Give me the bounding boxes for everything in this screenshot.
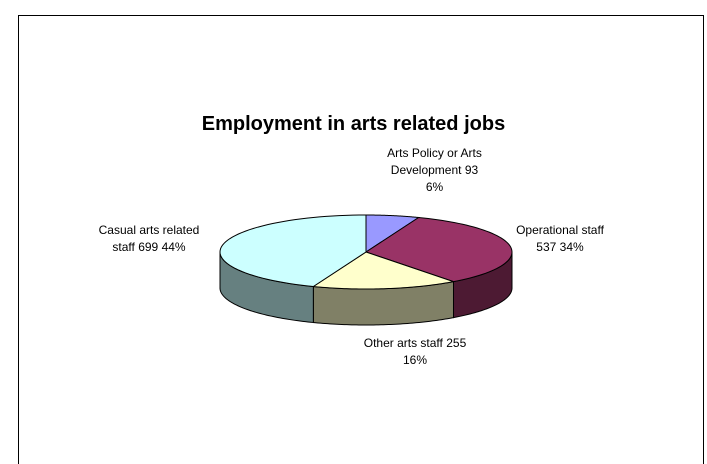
label-value: 255: [446, 336, 467, 350]
label-percent: 6%: [425, 180, 444, 194]
data-label: Other arts staff 255 16%: [340, 335, 490, 369]
label-percent: 34%: [559, 240, 584, 254]
label-category: Operational staff: [516, 223, 604, 237]
slice: [311, 251, 456, 290]
data-label: Operational staff 537 34%: [510, 222, 610, 256]
chart-title: Employment in arts related jobs: [201, 113, 506, 135]
data-label: Casual arts related staff 699 44%: [90, 222, 208, 256]
chart-frame: [18, 15, 704, 464]
slice: [364, 216, 513, 283]
label-category: Arts Policy or Arts Development: [387, 146, 482, 177]
slice: [219, 214, 367, 288]
label-value: 93: [464, 163, 479, 177]
label-value: 537: [536, 240, 557, 254]
label-percent: 16%: [402, 353, 428, 367]
slice: [365, 214, 421, 253]
label-category: Casual arts related staff: [98, 223, 200, 254]
label-category: Other arts staff: [363, 336, 443, 350]
data-label: Arts Policy or Arts Development 93 6%: [377, 145, 492, 196]
label-percent: 44%: [161, 240, 186, 254]
label-value: 699: [138, 240, 159, 254]
